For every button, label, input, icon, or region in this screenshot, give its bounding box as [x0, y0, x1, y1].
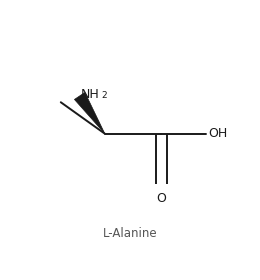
Text: 2: 2 [102, 91, 107, 100]
Polygon shape [74, 92, 105, 134]
Text: OH: OH [208, 127, 227, 140]
Text: NH: NH [81, 88, 100, 101]
Text: O: O [157, 192, 166, 205]
Text: L-Alanine: L-Alanine [103, 227, 157, 240]
